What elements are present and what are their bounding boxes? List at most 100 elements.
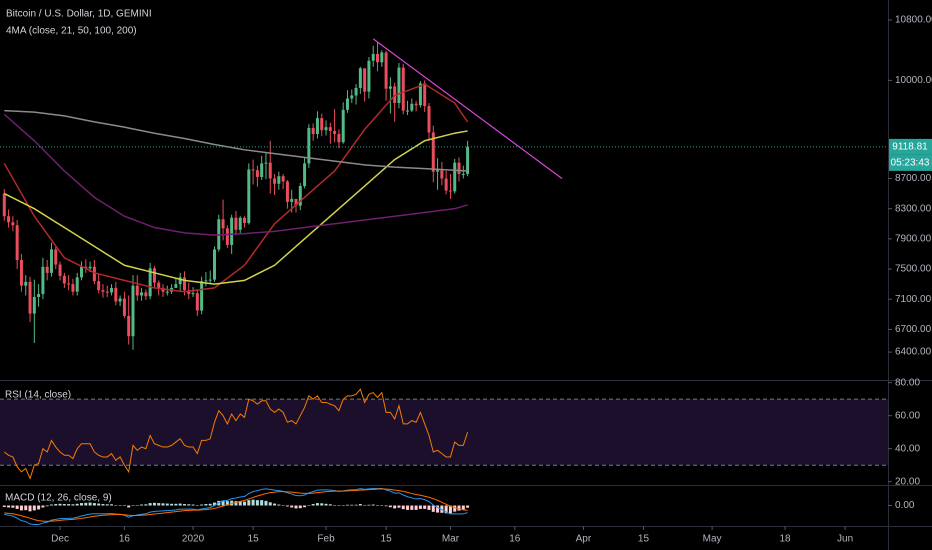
- candle-body: [418, 83, 422, 106]
- candle-body: [37, 293, 41, 297]
- macd-histogram-bar: [406, 505, 410, 510]
- candle-body: [97, 281, 101, 291]
- y-tick-label: 7900.00: [895, 234, 932, 245]
- candle-body: [230, 217, 234, 245]
- macd-histogram-bar: [105, 504, 109, 506]
- macd-histogram-bar: [247, 500, 251, 506]
- macd-histogram-bar: [15, 505, 19, 509]
- macd-histogram-bar: [88, 502, 92, 506]
- macd-histogram-bar: [178, 503, 182, 506]
- macd-histogram-bar: [37, 505, 41, 510]
- y-tick-label: 60.00: [895, 410, 920, 421]
- macd-histogram-bar: [122, 505, 126, 507]
- macd-histogram-bar: [204, 504, 208, 506]
- macd-histogram-bar: [350, 504, 354, 506]
- candle-body: [157, 282, 161, 288]
- x-tick-label: Dec: [51, 534, 69, 545]
- macd-histogram-bar: [75, 503, 79, 506]
- macd-histogram-bar: [298, 505, 302, 509]
- candle-body: [251, 169, 255, 171]
- x-tick-label: May: [703, 534, 722, 545]
- macd-histogram-bar: [294, 505, 298, 509]
- macd-histogram-bar: [290, 505, 294, 508]
- candle-body: [49, 249, 53, 273]
- candle-body: [337, 133, 341, 143]
- candle-body: [182, 277, 186, 291]
- candle-body: [303, 163, 307, 187]
- candle-body: [315, 118, 319, 134]
- macd-histogram-bar: [7, 505, 11, 508]
- macd-histogram-bar: [114, 505, 118, 506]
- macd-histogram-bar: [225, 501, 229, 506]
- macd-histogram-bar: [444, 505, 448, 514]
- candle-body: [191, 293, 195, 295]
- candle-body: [24, 281, 28, 286]
- candle-body: [406, 110, 410, 112]
- moving-average: [3, 130, 468, 285]
- candle-body: [277, 176, 281, 184]
- macd-histogram-bar: [367, 504, 371, 506]
- macd-histogram-bar: [268, 502, 272, 506]
- candle-body: [453, 162, 457, 192]
- macd-histogram-bar: [466, 505, 470, 508]
- last-price-box: [889, 138, 932, 155]
- macd-histogram-bar: [28, 505, 32, 512]
- macd-histogram-bar: [260, 500, 264, 506]
- candle-body: [466, 146, 470, 174]
- candle-body: [135, 285, 139, 296]
- macd-histogram-bar: [401, 505, 405, 510]
- x-tick-label: 16: [119, 534, 131, 545]
- macd-histogram-bar: [32, 505, 36, 511]
- macd-histogram-bar: [67, 504, 71, 506]
- signal-line: [4, 488, 468, 522]
- candle-body: [350, 95, 354, 99]
- candle-body: [333, 130, 337, 134]
- x-tick-label: 18: [779, 534, 791, 545]
- y-tick-label: 7500.00: [895, 264, 932, 275]
- y-tick-label: 8700.00: [895, 173, 932, 184]
- macd-histogram-bar: [380, 505, 384, 506]
- macd-histogram-bar: [311, 504, 315, 506]
- candle-body: [28, 281, 32, 314]
- macd-histogram-bar: [453, 505, 457, 512]
- candle-body: [440, 170, 444, 179]
- macd-histogram-bar: [388, 505, 392, 508]
- y-tick-label: 20.00: [895, 476, 920, 487]
- macd-histogram-bar: [208, 503, 212, 506]
- macd-histogram-bar: [2, 505, 6, 507]
- macd-histogram-bar: [243, 501, 247, 506]
- candle-body: [238, 217, 242, 230]
- macd-histogram-bar: [307, 505, 311, 506]
- candle-body: [307, 127, 311, 164]
- candle-body: [247, 169, 251, 224]
- macd-histogram-bar: [251, 499, 255, 506]
- candle-body: [174, 284, 178, 288]
- candle-body: [110, 287, 114, 293]
- candle-body: [204, 280, 208, 282]
- x-tick-label: Mar: [442, 534, 460, 545]
- y-tick-label: 40.00: [895, 443, 920, 454]
- candle-body: [264, 162, 268, 164]
- candle-body: [165, 291, 169, 293]
- candle-body: [410, 103, 414, 111]
- macd-histogram-bar: [45, 505, 49, 507]
- macd-histogram-bar: [118, 505, 122, 506]
- macd-histogram-bar: [148, 503, 152, 506]
- candle-body: [32, 296, 36, 314]
- candle-body: [311, 127, 315, 134]
- candle-body: [140, 292, 144, 296]
- candle-body: [380, 52, 384, 63]
- candle-body: [212, 249, 216, 280]
- candle-body: [195, 293, 199, 311]
- macd-histogram-bar: [358, 504, 362, 506]
- candle-body: [15, 225, 19, 260]
- candle-body: [290, 198, 294, 202]
- candle-body: [345, 98, 349, 110]
- candle-body: [324, 127, 328, 131]
- macd-histogram-bar: [62, 504, 66, 506]
- macd-histogram-bar: [333, 505, 337, 506]
- moving-average: [4, 109, 468, 172]
- candle-body: [105, 291, 109, 293]
- macd-histogram-bar: [337, 505, 341, 507]
- macd-histogram-bar: [11, 505, 15, 508]
